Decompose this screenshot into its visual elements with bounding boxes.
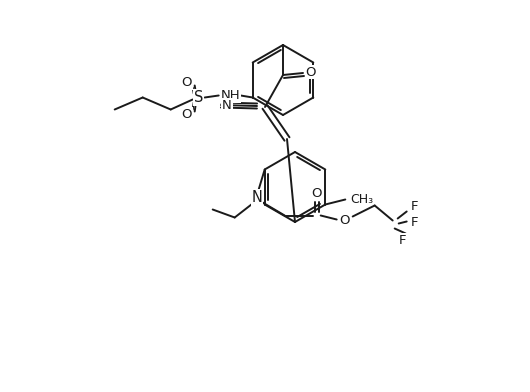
Text: CH₃: CH₃	[350, 193, 374, 206]
Text: N: N	[251, 190, 262, 205]
Text: N: N	[222, 98, 232, 111]
Text: O: O	[312, 187, 322, 200]
Text: O: O	[181, 108, 192, 121]
Text: F: F	[399, 234, 407, 247]
Text: O: O	[181, 76, 192, 89]
Text: O: O	[339, 214, 350, 227]
Text: S: S	[194, 90, 204, 105]
Text: F: F	[411, 200, 419, 213]
Text: F: F	[411, 216, 419, 229]
Text: O: O	[306, 65, 316, 78]
Text: NH: NH	[221, 89, 241, 102]
